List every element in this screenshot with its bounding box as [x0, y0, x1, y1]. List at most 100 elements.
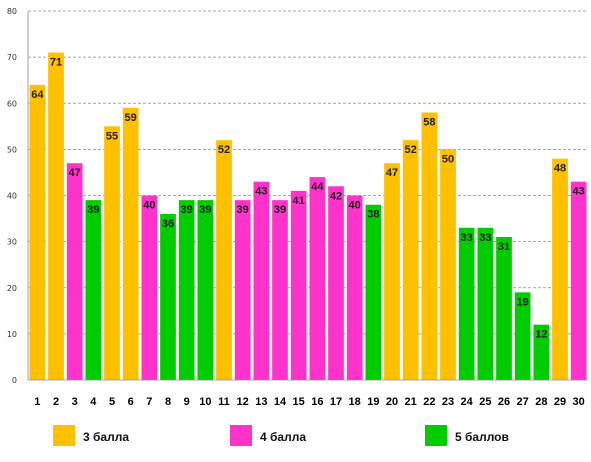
x-tick-label-22: 22	[423, 396, 435, 408]
x-tick-label-3: 3	[72, 396, 78, 408]
bar-6	[122, 107, 139, 381]
x-tick-label-21: 21	[405, 396, 417, 408]
y-tick-label: 50	[7, 145, 17, 154]
data-label-15: 41	[293, 195, 305, 207]
y-axis: 0 10 20 30 40 50 60 70 80	[7, 7, 29, 385]
x-tick-label-15: 15	[293, 396, 305, 408]
grid-lines	[28, 10, 588, 335]
x-tick-label-25: 25	[479, 396, 491, 408]
data-label-11: 52	[218, 144, 230, 156]
bars: 64 71 47 39 55 59 40 36 39 39 52 39 43 39 41 44 42 40 38 47…	[29, 52, 587, 381]
data-label-24: 33	[461, 232, 473, 244]
x-tick-label-11: 11	[218, 396, 230, 408]
y-tick-label: 0	[12, 376, 17, 385]
x-tick-label-6: 6	[128, 396, 134, 408]
x-tick-label-9: 9	[184, 396, 190, 408]
data-label-19: 38	[367, 209, 379, 221]
data-label-18: 40	[349, 200, 361, 212]
data-label-27: 19	[517, 296, 529, 308]
bar-12	[234, 200, 251, 380]
bar-24	[458, 227, 475, 380]
data-label-6: 59	[125, 112, 137, 124]
legend-swatch-4	[230, 425, 252, 446]
x-tick-label-1: 1	[34, 396, 40, 408]
bar-23	[440, 149, 456, 380]
bar-18	[346, 195, 363, 380]
data-label-2: 71	[50, 57, 62, 69]
x-tick-label-8: 8	[165, 396, 171, 408]
data-label-16: 44	[311, 181, 324, 193]
bar-15	[290, 190, 307, 380]
bar-4	[85, 200, 102, 380]
bar-14	[272, 200, 288, 380]
data-label-25: 33	[479, 232, 491, 244]
data-label-13: 43	[255, 186, 267, 198]
x-tick-label-4: 4	[90, 396, 97, 408]
legend-swatch-5	[425, 425, 447, 446]
bar-1	[29, 84, 46, 381]
data-label-10: 39	[199, 204, 211, 216]
bar-7	[141, 195, 158, 380]
x-tick-label-29: 29	[554, 396, 566, 408]
data-label-21: 52	[405, 144, 417, 156]
x-tick-label-19: 19	[367, 396, 379, 408]
bar-5	[104, 126, 120, 380]
data-label-3: 47	[69, 167, 81, 179]
x-tick-label-13: 13	[255, 396, 267, 408]
x-tick-label-18: 18	[349, 396, 361, 408]
bar-16	[309, 177, 326, 380]
data-label-20: 47	[386, 167, 398, 179]
x-tick-label-5: 5	[109, 396, 115, 408]
y-tick-label: 30	[7, 238, 17, 247]
y-tick-label: 10	[7, 330, 17, 339]
data-label-14: 39	[274, 204, 286, 216]
legend-label-3: 3 балла	[83, 430, 129, 444]
bar-13	[253, 181, 270, 380]
x-tick-label-16: 16	[311, 396, 323, 408]
bar-21	[402, 140, 419, 380]
x-tick-label-17: 17	[330, 396, 342, 408]
bar-28	[533, 324, 550, 380]
x-tick-label-23: 23	[442, 396, 454, 408]
data-label-26: 31	[498, 241, 510, 253]
x-tick-label-26: 26	[498, 396, 510, 408]
data-label-8: 36	[162, 218, 174, 230]
x-tick-label-7: 7	[146, 396, 152, 408]
bar-19	[365, 204, 382, 380]
data-label-22: 58	[423, 116, 435, 128]
x-tick-label-28: 28	[535, 396, 547, 408]
x-tick-label-20: 20	[386, 396, 398, 408]
y-tick-label: 70	[7, 53, 17, 62]
bar-10	[197, 200, 214, 380]
data-label-23: 50	[442, 153, 454, 165]
legend-label-4: 4 балла	[260, 430, 306, 444]
bar-27	[514, 292, 531, 380]
data-label-7: 40	[143, 200, 155, 212]
bar-22	[421, 112, 438, 380]
bar-30	[570, 181, 587, 380]
data-label-28: 12	[535, 329, 547, 341]
bar-8	[160, 213, 176, 380]
y-tick-label: 20	[7, 284, 17, 293]
legend-swatch-3	[53, 425, 75, 446]
bar-29	[552, 158, 568, 380]
bar-26	[496, 237, 512, 380]
x-tick-label-14: 14	[274, 396, 287, 408]
data-label-29: 48	[554, 163, 566, 175]
bar-2	[48, 52, 64, 380]
x-axis: 1 2 3 4 5 6 7 8 9 10 11 12 13 14 15 16 17 18 19 20 21 22 23 24 2…	[28, 379, 588, 408]
data-label-12: 39	[237, 204, 249, 216]
legend-label-5: 5 баллов	[455, 430, 509, 444]
x-tick-label-10: 10	[199, 396, 211, 408]
bar-25	[477, 227, 494, 380]
x-tick-label-24: 24	[461, 396, 474, 408]
y-tick-label: 40	[7, 192, 17, 201]
bar-17	[328, 186, 344, 380]
data-label-9: 39	[181, 204, 193, 216]
bar-20	[384, 163, 400, 380]
data-label-4: 39	[87, 204, 99, 216]
data-label-5: 55	[106, 130, 118, 142]
legend: 3 балла 4 балла 5 баллов	[53, 425, 509, 446]
bar-3	[66, 163, 83, 380]
